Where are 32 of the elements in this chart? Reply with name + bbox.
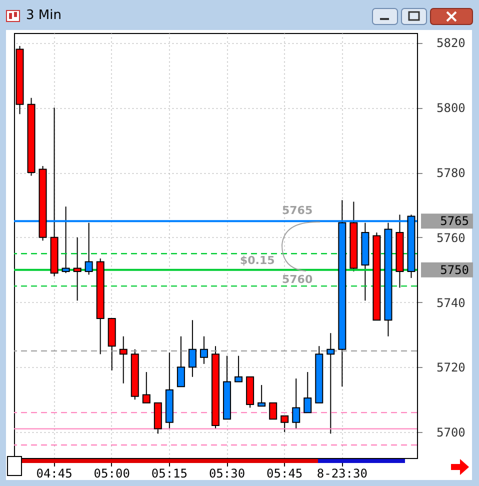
candlestick	[119, 336, 128, 384]
y-tick-label: 5740	[436, 296, 466, 310]
annotation: 5765	[282, 204, 313, 218]
candlestick	[326, 332, 335, 434]
x-tick-label: 05:00	[94, 466, 130, 480]
y-tick-label: 5820	[436, 36, 466, 50]
candlestick	[142, 372, 150, 404]
ref-line-label: 5750	[440, 262, 469, 277]
candlestick	[304, 372, 312, 414]
chart-title: 3 Min	[26, 8, 62, 23]
x-tick-label: 8-23:30	[316, 466, 368, 480]
x-tick-label: 05:45	[266, 466, 303, 480]
y-tick-label: 5800	[436, 101, 466, 116]
y-tick-label: 5780	[436, 166, 466, 180]
x-tick-label: 05:15	[151, 466, 188, 480]
candlestick	[188, 320, 196, 378]
candlestick	[200, 336, 208, 364]
x-tick-label: 04:45	[36, 466, 72, 480]
annotation: $0.15	[240, 254, 275, 267]
x-tick-label: 05:30	[208, 466, 246, 480]
candlestick	[73, 236, 82, 302]
candlestick	[269, 402, 278, 420]
candlestick	[292, 378, 300, 430]
y-tick-label: 5700	[436, 426, 466, 440]
annotation: 5760	[282, 272, 313, 286]
candlestick	[280, 415, 289, 433]
ref-line-label: 5765	[440, 214, 469, 228]
candlestick	[234, 355, 243, 382]
y-tick-label: 5720	[436, 360, 466, 375]
candlestick	[258, 384, 266, 407]
y-tick-label: 5760	[436, 230, 466, 245]
candlestick	[176, 336, 185, 388]
